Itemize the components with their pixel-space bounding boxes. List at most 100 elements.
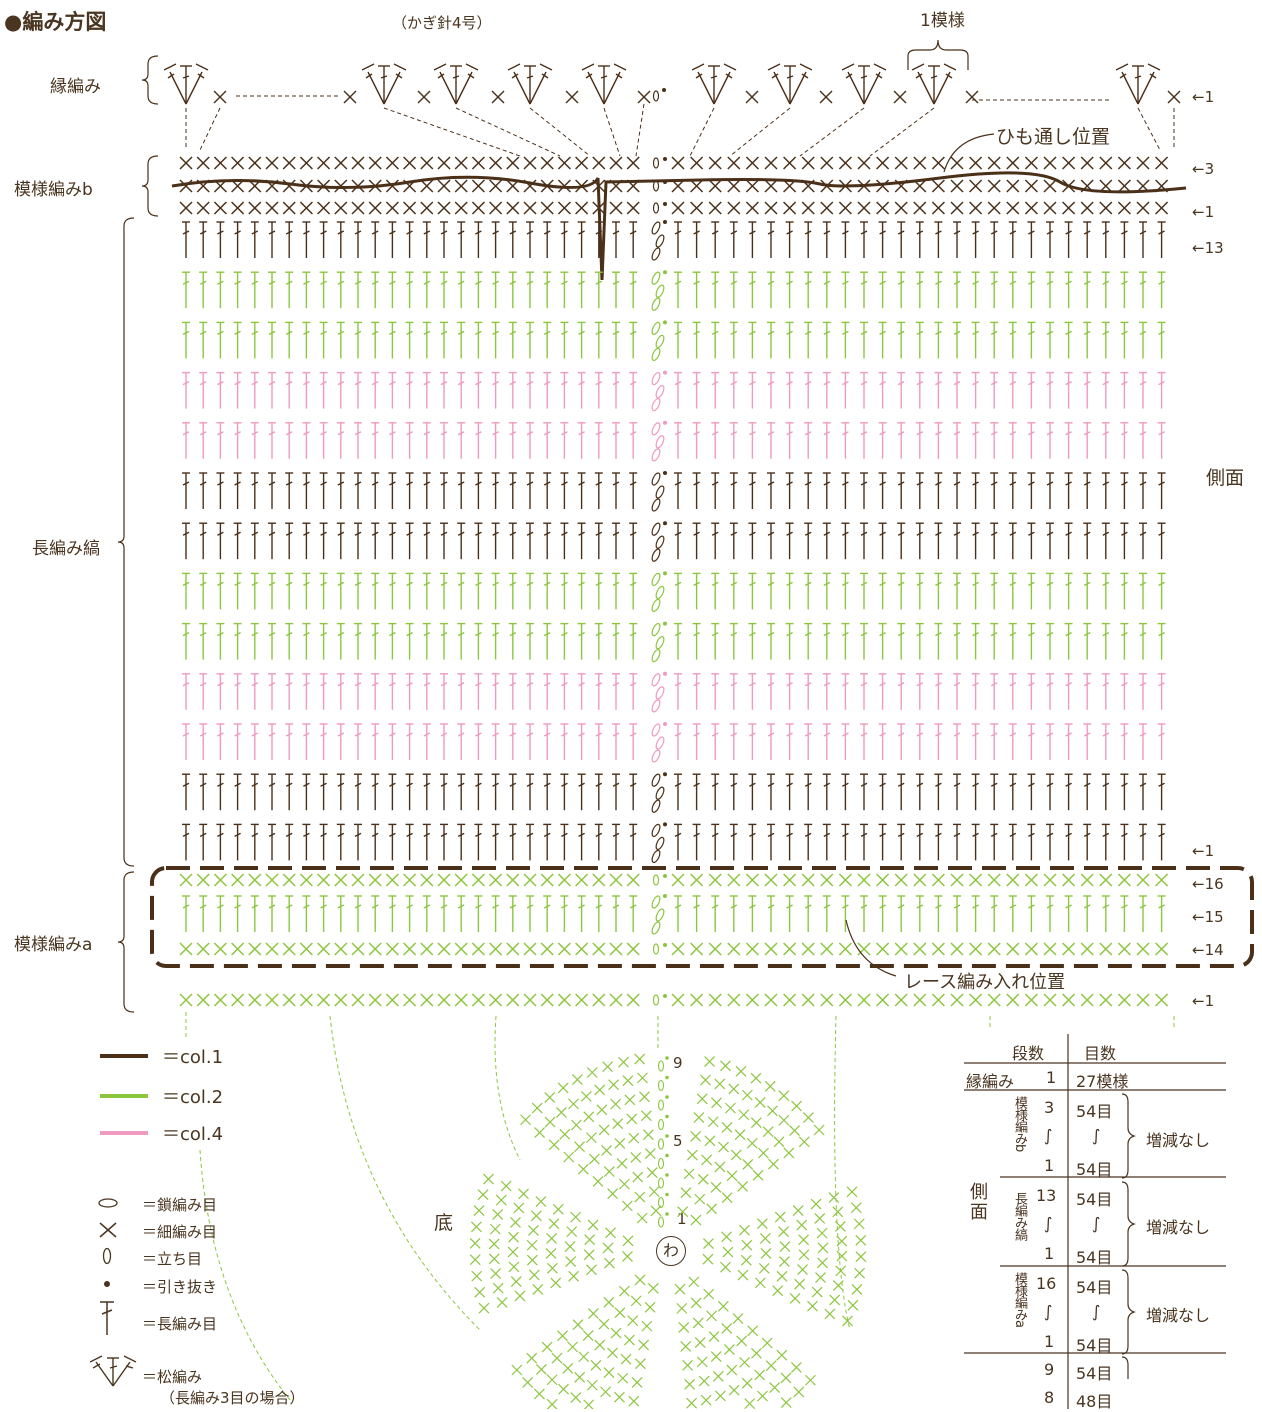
brace-pattern-a: [117, 871, 135, 1013]
edging-sc: [893, 90, 907, 104]
hook-size-note: （かぎ針4号）: [392, 14, 492, 32]
bottom-sc: [513, 1202, 525, 1214]
legend-col1-swatch: [100, 1054, 148, 1058]
bottom-sc: [607, 1188, 619, 1200]
bottom-sc: [590, 1359, 602, 1371]
turning-chain: [651, 895, 665, 935]
edging-row: [163, 39, 1181, 105]
bottom-sc: [642, 1129, 654, 1141]
bottom-sc: [698, 1375, 710, 1387]
bottom-sc: [759, 1232, 771, 1244]
page-title: ●編み方図: [4, 10, 107, 34]
bottom-sc: [632, 1171, 644, 1183]
dc-row: [182, 321, 1166, 359]
bottom-sc: [754, 1097, 766, 1108]
bottom-sc: [536, 1363, 547, 1375]
bottom-sc: [792, 1205, 804, 1216]
symbol-shell-label: ＝松編み: [142, 1368, 203, 1386]
turning-chain-icon: [102, 1247, 112, 1265]
bottom-sc: [495, 1194, 507, 1206]
turning-chain: [651, 622, 665, 663]
symbol-double-crochet-label: ＝長編み目: [142, 1315, 218, 1333]
bottom-sc: [757, 1390, 768, 1402]
section-pattern-a-label: 模様編みa: [14, 935, 93, 955]
bottom-sc: [692, 1317, 704, 1329]
table-group-a-st-bot: 54目: [1076, 1336, 1113, 1355]
bottom-sc: [794, 1278, 806, 1290]
bottom-sc: [628, 1132, 640, 1144]
table-group-b-st-top: 54目: [1076, 1102, 1113, 1121]
turning-chain: [651, 371, 665, 412]
bottom-sc: [577, 1163, 589, 1175]
bottom-sc: [694, 1193, 706, 1205]
bottom-sc: [778, 1090, 790, 1102]
shell-stitch: [581, 63, 627, 105]
bottom-sc: [636, 1212, 648, 1224]
turning-marker: [652, 874, 667, 886]
bottom-sc: [811, 1286, 823, 1298]
bottom-sc: [587, 1219, 599, 1231]
table-header-rows: 段数: [1012, 1044, 1045, 1063]
bottom-sc: [533, 1388, 545, 1400]
shell-stitch: [767, 63, 813, 105]
symbol-shell-note: （長編み3目の場合）: [160, 1389, 305, 1407]
bottom-sc: [780, 1372, 792, 1384]
bottom-sc: [565, 1256, 577, 1268]
symbol-chain-label: ＝鎖編み目: [142, 1196, 218, 1214]
bottom-sc: [741, 1089, 753, 1101]
row-marker-b-3: ←3: [1192, 160, 1215, 178]
edging-sc: [343, 90, 357, 104]
bottom-sc: [791, 1100, 803, 1112]
bottom-sc: [807, 1300, 818, 1312]
bottom-sc: [508, 1231, 519, 1243]
table-group-a-row-top: 16: [1036, 1274, 1057, 1293]
bottom-sc: [768, 1158, 779, 1170]
bottom-sc: [678, 1321, 690, 1333]
bottom-sc: [634, 1053, 646, 1065]
bottom-sc: [725, 1102, 736, 1114]
bottom-sc: [796, 1219, 808, 1231]
bottom-sc: [596, 1104, 608, 1116]
dc-row: [182, 221, 1166, 258]
bottom-sc: [618, 1178, 630, 1190]
bottom-sc: [578, 1351, 590, 1363]
bottom-sc: [734, 1129, 746, 1141]
bottom-sc: [740, 1254, 752, 1266]
bottom-sc: [738, 1109, 750, 1121]
bottom-sc: [774, 1211, 786, 1223]
table-group-b-row-top: 3: [1044, 1098, 1055, 1117]
bottom-sc: [836, 1235, 848, 1247]
edging-sc: [491, 90, 505, 104]
bottom-sc: [680, 1340, 692, 1352]
bottom-sc: [829, 1294, 841, 1306]
single-crochet-icon: [99, 1222, 117, 1238]
bottom-sc: [616, 1158, 628, 1169]
bottom-sc: [754, 1277, 766, 1289]
bottom-round-5: 5: [673, 1132, 683, 1150]
row-marker-a-16: ←16: [1192, 875, 1224, 893]
shell-stitch: [841, 63, 887, 105]
bottom-sc: [720, 1261, 731, 1273]
bottom-sc: [605, 1227, 616, 1239]
bottom-sc: [489, 1223, 501, 1235]
bottom-sc: [570, 1119, 582, 1131]
bottom-sc: [546, 1233, 557, 1244]
bottom-sc: [836, 1250, 848, 1262]
count-table-lines: [964, 1034, 1226, 1409]
sc-row: [179, 873, 1169, 887]
bottom-sc: [530, 1210, 542, 1222]
bottom-sc: [690, 1130, 702, 1142]
bottom-sc: [546, 1398, 558, 1409]
turning-chain: [651, 321, 665, 362]
bottom-sc: [742, 1159, 754, 1170]
bottom-sc: [680, 1187, 692, 1199]
bottom-sc: [630, 1295, 642, 1307]
bottom-sc: [592, 1176, 604, 1187]
bottom-sc: [737, 1269, 749, 1281]
bottom-sc: [570, 1211, 582, 1223]
bottom-sc: [717, 1300, 729, 1312]
turning-chain: [651, 673, 665, 713]
section-braces: [117, 55, 159, 1013]
bottom-sc: [778, 1114, 790, 1126]
bottom-sc: [676, 1302, 688, 1314]
